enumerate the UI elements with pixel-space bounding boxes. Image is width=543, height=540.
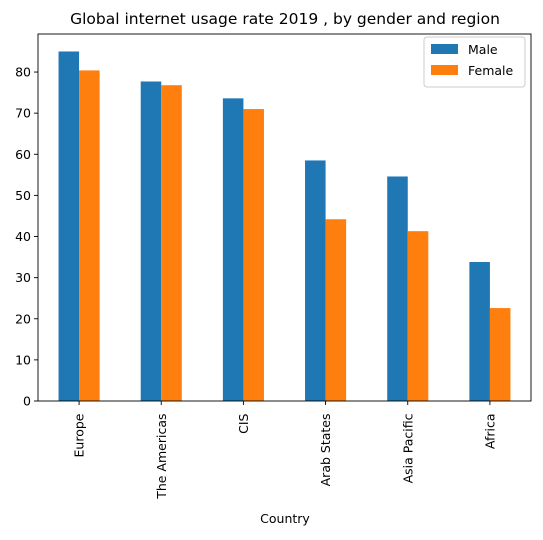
y-tick-label: 70 — [15, 106, 31, 121]
bar-female-europe — [79, 70, 100, 401]
legend-label-female: Female — [468, 63, 514, 78]
bar-female-africa — [489, 308, 511, 401]
x-tick-label: Arab States — [318, 414, 333, 487]
legend-label-male: Male — [468, 42, 498, 57]
y-tick-label: 80 — [15, 65, 31, 80]
bar-female-arab-states — [325, 219, 347, 401]
bar-male-asia-pacific — [387, 176, 408, 401]
y-tick-label: 0 — [23, 394, 31, 409]
y-tick-label: 60 — [15, 147, 31, 162]
bar-female-cis — [243, 109, 264, 402]
x-tick-label: Europe — [72, 413, 87, 457]
bar-female-the-americas — [161, 85, 182, 402]
y-tick-label: 20 — [15, 311, 31, 326]
x-tick-label: CIS — [236, 413, 251, 433]
bar-male-cis — [222, 98, 244, 401]
y-tick-label: 30 — [15, 270, 31, 285]
bar-male-the-americas — [140, 81, 162, 402]
legend-swatch-male — [431, 44, 458, 54]
legend-swatch-female — [431, 65, 458, 75]
chart-title: Global internet usage rate 2019 , by gen… — [70, 10, 500, 28]
bar-male-arab-states — [305, 160, 326, 401]
x-axis-label: Country — [260, 511, 310, 526]
y-tick-label: 10 — [15, 352, 31, 367]
y-tick-label: 50 — [15, 188, 31, 203]
y-tick-label: 40 — [15, 229, 31, 244]
x-tick-label: The Americas — [154, 414, 169, 500]
bar-male-africa — [469, 262, 490, 401]
bar-female-asia-pacific — [407, 231, 429, 401]
bar-male-europe — [58, 51, 80, 401]
x-tick-label: Africa — [482, 413, 497, 449]
plot-area: 0 10 20 30 40 50 60 70 80 Europe The Americas CIS Ar… — [15, 33, 532, 500]
axes-frame — [37, 33, 532, 402]
x-tick-label: Asia Pacific — [400, 413, 415, 483]
